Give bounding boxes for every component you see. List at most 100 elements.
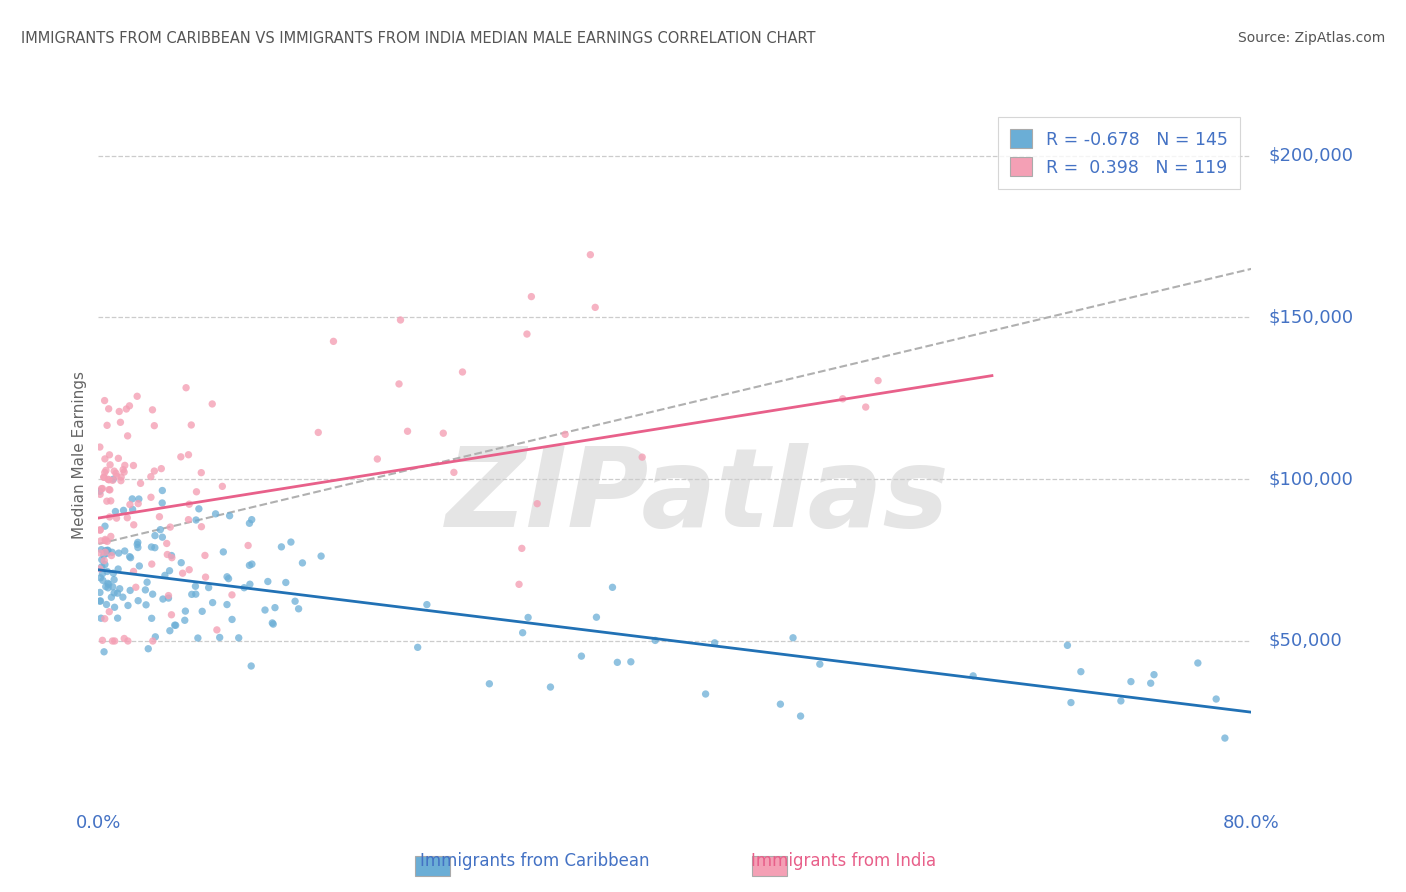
Point: [172, 566, 194, 581]
Point: [789, 709, 811, 723]
Point: [107, 546, 129, 560]
Point: [127, 535, 149, 549]
Point: [105, 511, 128, 525]
Point: [170, 450, 193, 464]
Point: [284, 594, 307, 608]
Point: [159, 624, 181, 638]
Point: [97, 581, 120, 595]
Point: [141, 611, 163, 625]
Point: [104, 634, 127, 648]
Point: [240, 557, 263, 571]
Point: [228, 631, 250, 645]
Point: [105, 469, 128, 483]
Point: [101, 580, 124, 594]
Point: [157, 591, 180, 605]
Point: [143, 528, 166, 542]
Point: [89, 562, 111, 576]
Point: [91, 566, 114, 581]
Point: [150, 530, 173, 544]
Point: [177, 513, 200, 527]
Point: [443, 466, 465, 480]
Point: [239, 577, 262, 591]
Point: [89, 546, 111, 560]
Point: [97, 543, 120, 558]
Point: [93, 466, 115, 480]
Point: [90, 542, 112, 557]
Point: [89, 487, 111, 501]
Point: [135, 598, 157, 612]
Point: [256, 574, 278, 589]
Point: [165, 618, 187, 632]
Point: [274, 575, 297, 590]
Point: [100, 549, 122, 563]
Point: [117, 510, 139, 524]
Point: [117, 634, 139, 648]
Point: [184, 513, 207, 527]
Text: Immigrants from Caribbean: Immigrants from Caribbean: [419, 852, 650, 870]
Point: [114, 458, 136, 473]
Point: [695, 687, 717, 701]
Point: [120, 550, 142, 565]
Point: [93, 393, 115, 408]
Point: [160, 549, 183, 563]
Point: [96, 543, 118, 558]
Point: [114, 544, 136, 558]
Point: [451, 365, 474, 379]
Point: [322, 334, 344, 349]
Point: [128, 558, 150, 573]
Point: [136, 641, 159, 656]
Point: [520, 290, 543, 304]
Point: [89, 594, 111, 608]
Point: [1060, 696, 1083, 710]
Point: [91, 633, 114, 648]
Point: [1187, 656, 1209, 670]
Point: [122, 565, 145, 579]
Point: [212, 545, 235, 559]
Point: [139, 469, 162, 483]
Point: [538, 680, 561, 694]
Point: [583, 301, 606, 315]
Point: [89, 440, 111, 454]
Point: [120, 583, 142, 598]
Point: [1143, 667, 1166, 681]
Point: [96, 598, 118, 612]
Point: [91, 574, 114, 588]
Point: [98, 483, 121, 497]
Point: [89, 484, 111, 499]
Point: [122, 458, 145, 473]
Point: [180, 417, 202, 432]
Point: [98, 605, 121, 619]
Point: [211, 479, 233, 493]
Point: [93, 548, 115, 562]
Point: [122, 517, 145, 532]
Point: [204, 507, 226, 521]
Point: [103, 573, 125, 587]
Point: [93, 554, 115, 568]
Point: [233, 581, 256, 595]
Point: [89, 523, 111, 537]
Point: [103, 586, 125, 600]
Point: [108, 404, 131, 418]
Point: [103, 464, 125, 478]
Point: [157, 589, 180, 603]
Point: [197, 581, 219, 595]
Point: [156, 548, 179, 562]
Point: [160, 550, 183, 565]
Text: $150,000: $150,000: [1268, 309, 1354, 326]
Text: $200,000: $200,000: [1268, 146, 1354, 165]
Point: [218, 508, 240, 523]
Point: [94, 519, 117, 533]
Point: [141, 540, 163, 554]
Point: [111, 590, 134, 604]
Point: [782, 631, 804, 645]
Point: [152, 592, 174, 607]
Point: [478, 677, 501, 691]
Point: [117, 599, 139, 613]
Point: [264, 600, 287, 615]
Text: ZIPatlas: ZIPatlas: [446, 443, 950, 550]
Point: [142, 587, 165, 601]
Point: [808, 657, 831, 672]
Point: [262, 617, 284, 632]
Point: [96, 534, 118, 549]
Point: [170, 556, 193, 570]
